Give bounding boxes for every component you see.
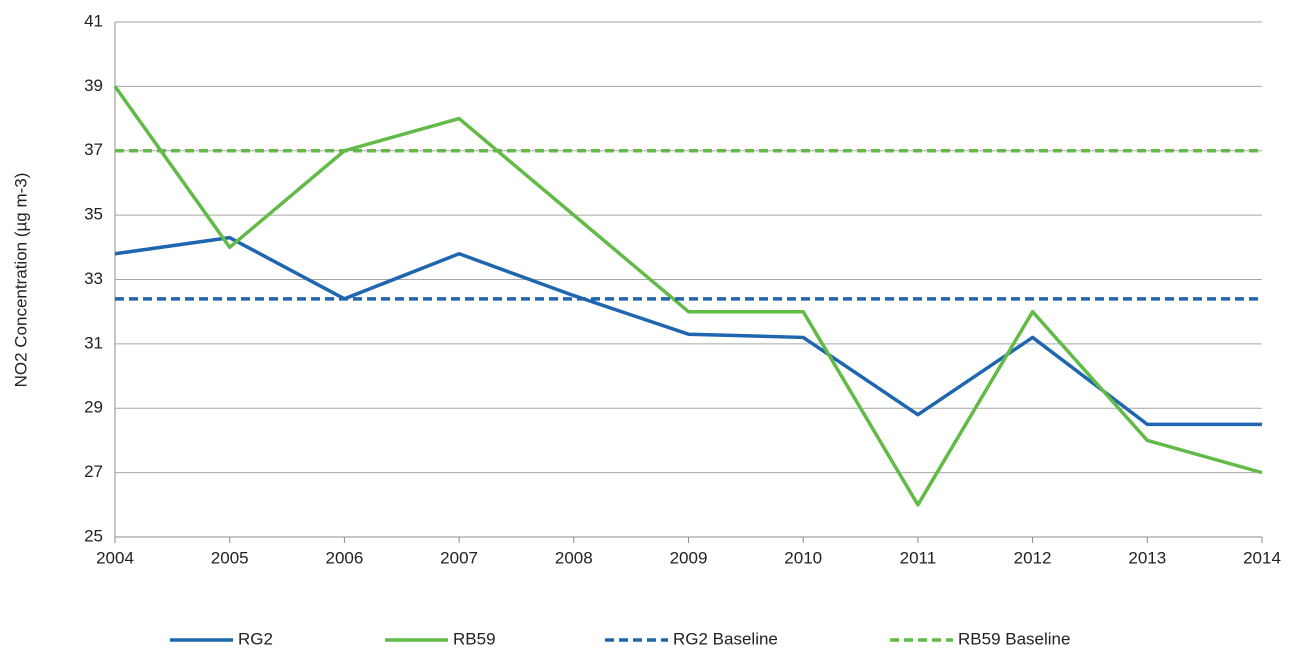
series-line xyxy=(114,235,1262,427)
x-tick-label: 2012 xyxy=(1014,548,1052,567)
y-tick-label: 37 xyxy=(84,140,103,159)
legend-label: RG2 xyxy=(238,629,273,648)
x-tick-label: 2004 xyxy=(96,548,134,567)
x-tick-label: 2013 xyxy=(1128,548,1166,567)
y-tick-label: 41 xyxy=(84,11,103,30)
x-tick-label: 2011 xyxy=(900,548,937,567)
y-tick-label: 35 xyxy=(84,205,103,224)
legend-label: RG2 Baseline xyxy=(673,629,778,648)
x-tick-label: 2007 xyxy=(440,548,478,567)
x-tick-label: 2008 xyxy=(555,548,593,567)
x-tick-label: 2006 xyxy=(325,548,363,567)
y-tick-label: 29 xyxy=(84,398,103,417)
legend-label: RB59 Baseline xyxy=(958,629,1070,648)
y-tick-label: 31 xyxy=(84,333,103,352)
x-tick-label: 2014 xyxy=(1243,548,1281,567)
legend-label: RB59 xyxy=(453,629,496,648)
x-tick-label: 2009 xyxy=(670,548,708,567)
x-tick-label: 2010 xyxy=(784,548,822,567)
y-tick-label: 33 xyxy=(84,269,103,288)
y-axis-label: NO2 Concentration (µg m-3) xyxy=(11,173,30,388)
y-tick-label: 27 xyxy=(84,462,103,481)
y-tick-label: 25 xyxy=(84,526,103,545)
x-tick-label: 2005 xyxy=(211,548,249,567)
y-tick-label: 39 xyxy=(84,76,103,95)
series-line xyxy=(113,85,1263,507)
